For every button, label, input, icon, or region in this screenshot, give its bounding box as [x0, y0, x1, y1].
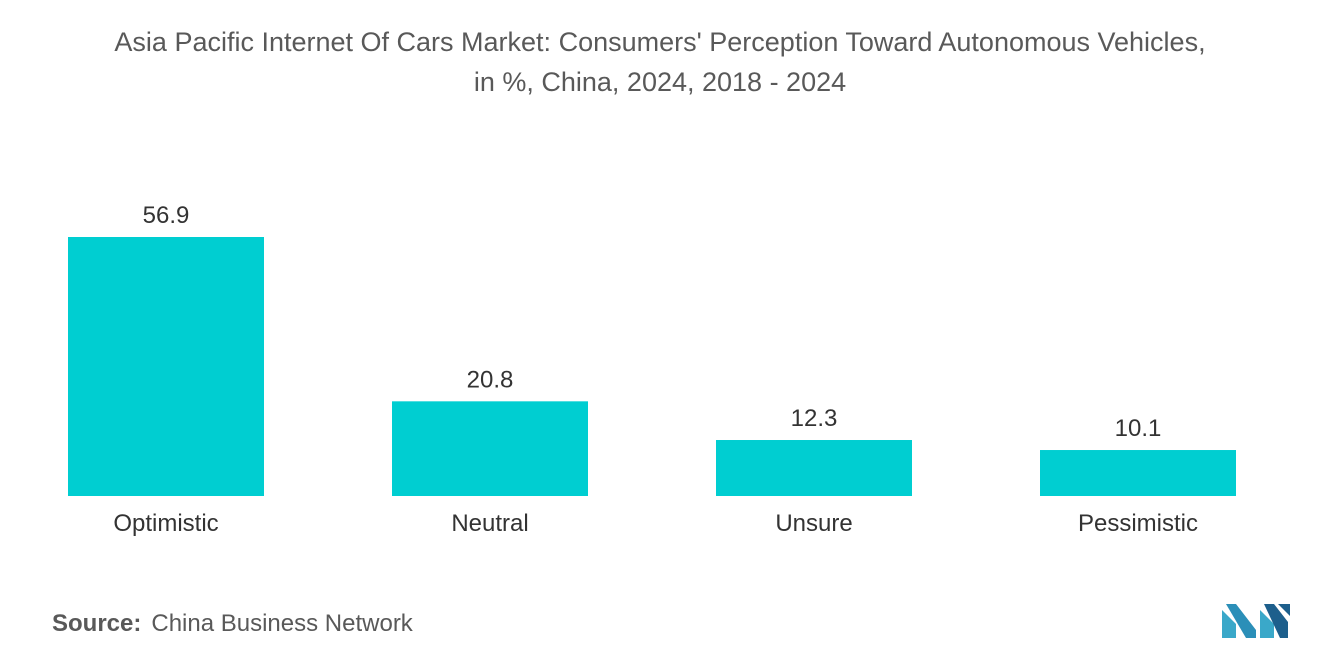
bar-neutral: [392, 401, 588, 496]
bar-unsure: [716, 440, 912, 496]
chart-title-line-2: in %, China, 2024, 2018 - 2024: [473, 67, 847, 97]
bar-pessimistic: [1040, 450, 1236, 496]
value-label-unsure: 12.3: [791, 405, 838, 432]
source-text: China Business Network: [151, 610, 413, 637]
bar-chart: 56.9 Optimistic 20.8 Neutral 12.3 Unsure 10.1 P…: [68, 202, 1236, 537]
source-label: Source:: [52, 610, 142, 637]
mordor-intelligence-logo-icon: [1222, 604, 1290, 638]
bar-optimistic: [68, 237, 264, 496]
chart-title-line-1: Asia Pacific Internet Of Cars Market: Co…: [114, 27, 1206, 57]
value-label-pessimistic: 10.1: [1115, 415, 1162, 442]
category-label-neutral: Neutral: [451, 510, 528, 537]
category-label-pessimistic: Pessimistic: [1078, 510, 1198, 537]
category-label-optimistic: Optimistic: [113, 510, 218, 537]
value-label-optimistic: 56.9: [143, 202, 190, 229]
category-label-unsure: Unsure: [775, 510, 852, 537]
source-note: Source: China Business Network: [52, 610, 413, 638]
value-label-neutral: 20.8: [467, 366, 514, 393]
chart-title: Asia Pacific Internet Of Cars Market: Co…: [0, 22, 1320, 102]
